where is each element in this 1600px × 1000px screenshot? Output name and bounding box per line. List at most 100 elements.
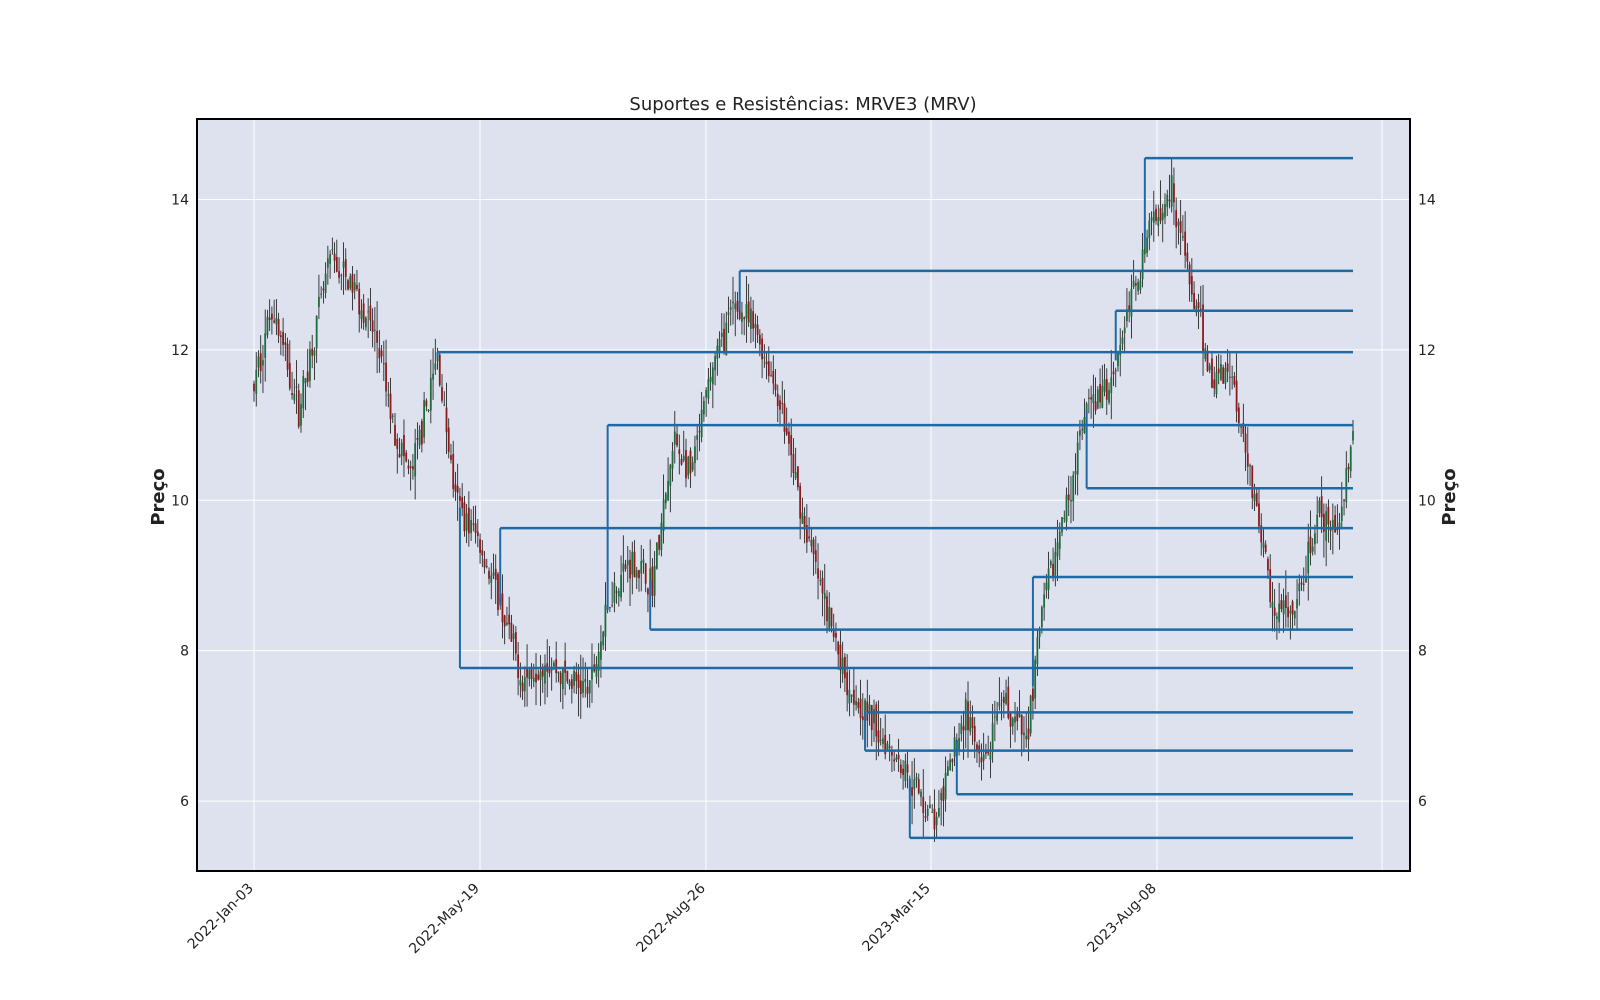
candle-body [897,754,900,760]
candle-body [1150,217,1153,221]
candle-body [906,764,909,773]
candle-body [1132,280,1135,288]
candle-body [694,446,696,464]
candle-body [532,677,535,682]
candle-body [584,679,587,682]
candle-body [445,407,448,433]
candle-body [1159,208,1162,222]
candle-body [973,725,976,742]
candle-body [492,572,495,576]
candle-body [539,671,542,681]
candle-body [1331,519,1334,530]
candle-body [886,743,889,751]
y-tick-label: 14 [171,192,189,208]
grid [197,119,1410,871]
candle-body [991,723,994,753]
candle-body [1349,446,1352,472]
candle-body [790,435,793,456]
candle-body [1325,511,1328,541]
candle-body [971,717,974,729]
candle-body [365,317,367,328]
candle-body [1179,221,1182,233]
candle-body [1224,367,1227,384]
candle-body [1226,363,1229,372]
candle-body [425,400,428,407]
candle-body [741,312,743,322]
candle-body [850,694,853,697]
candle-body [678,449,681,455]
candle-body [271,313,273,320]
candle-body [300,404,302,426]
candle-body [369,305,372,321]
candle-body [613,583,616,603]
candle-body [801,512,804,524]
candle-body [568,681,571,686]
candle-body [1157,217,1160,226]
candle-body [640,561,643,574]
candle-body [980,757,983,763]
candle-body [602,631,605,646]
candle-body [964,699,967,731]
candle-body [506,622,508,625]
candle-body [416,438,419,440]
candle-body [792,454,795,473]
candle-body [660,522,663,551]
x-axis: 2022-Jan-03 2022-May-19 2022-Aug-26 2023-Ma… [185,880,1160,957]
candle-body [875,704,878,737]
candle-body [403,435,405,457]
candle-body [969,717,972,732]
candle-body [322,288,325,291]
candle-body [1273,607,1276,616]
candle-body [586,686,589,694]
candle-body [1166,194,1169,207]
candle-body [821,578,824,594]
candle-body [353,282,356,291]
candle-body [541,666,544,677]
candle-body [689,450,692,474]
candle-body [450,455,452,460]
candle-body [976,744,978,751]
candle-body [649,568,652,587]
candle-body [427,410,430,412]
candle-body [257,356,260,368]
candle-body [443,404,446,406]
candle-body [1307,541,1310,574]
candle-body [459,496,461,501]
candle-body [1074,471,1077,475]
candle-body [1188,264,1191,285]
candle-body [707,379,710,399]
candle-body [452,454,455,489]
candle-body [356,284,358,290]
candle-body [488,570,490,579]
candle-body [658,534,661,550]
candle-body [523,677,526,692]
candle-body [953,737,956,757]
candle-body [779,400,781,410]
candle-body [588,680,591,694]
candle-body [1099,384,1101,403]
y-axis-right: 6 8 10 12 14 [1418,192,1436,810]
candle-body [832,629,835,638]
candle-body [1291,601,1294,615]
candle-body [329,254,332,264]
candle-body [1244,433,1247,453]
candle-body [770,375,772,377]
candle-body [268,317,271,321]
candle-body [1020,714,1023,735]
candle-body [958,738,960,751]
candle-body [508,614,511,625]
x-tick-label: 2022-Aug-26 [633,880,708,955]
candle-body [309,349,311,381]
candle-body [514,632,517,654]
candle-body [313,350,316,356]
candle-body [723,328,725,354]
candle-body [535,673,537,683]
candle-body [432,373,434,380]
candle-body [933,808,936,830]
candle-body [960,723,963,734]
y-tick-label: 12 [1418,343,1436,359]
candle-body [747,301,750,323]
candle-body [304,378,307,384]
candle-body [485,566,488,568]
candle-body [1298,583,1301,592]
